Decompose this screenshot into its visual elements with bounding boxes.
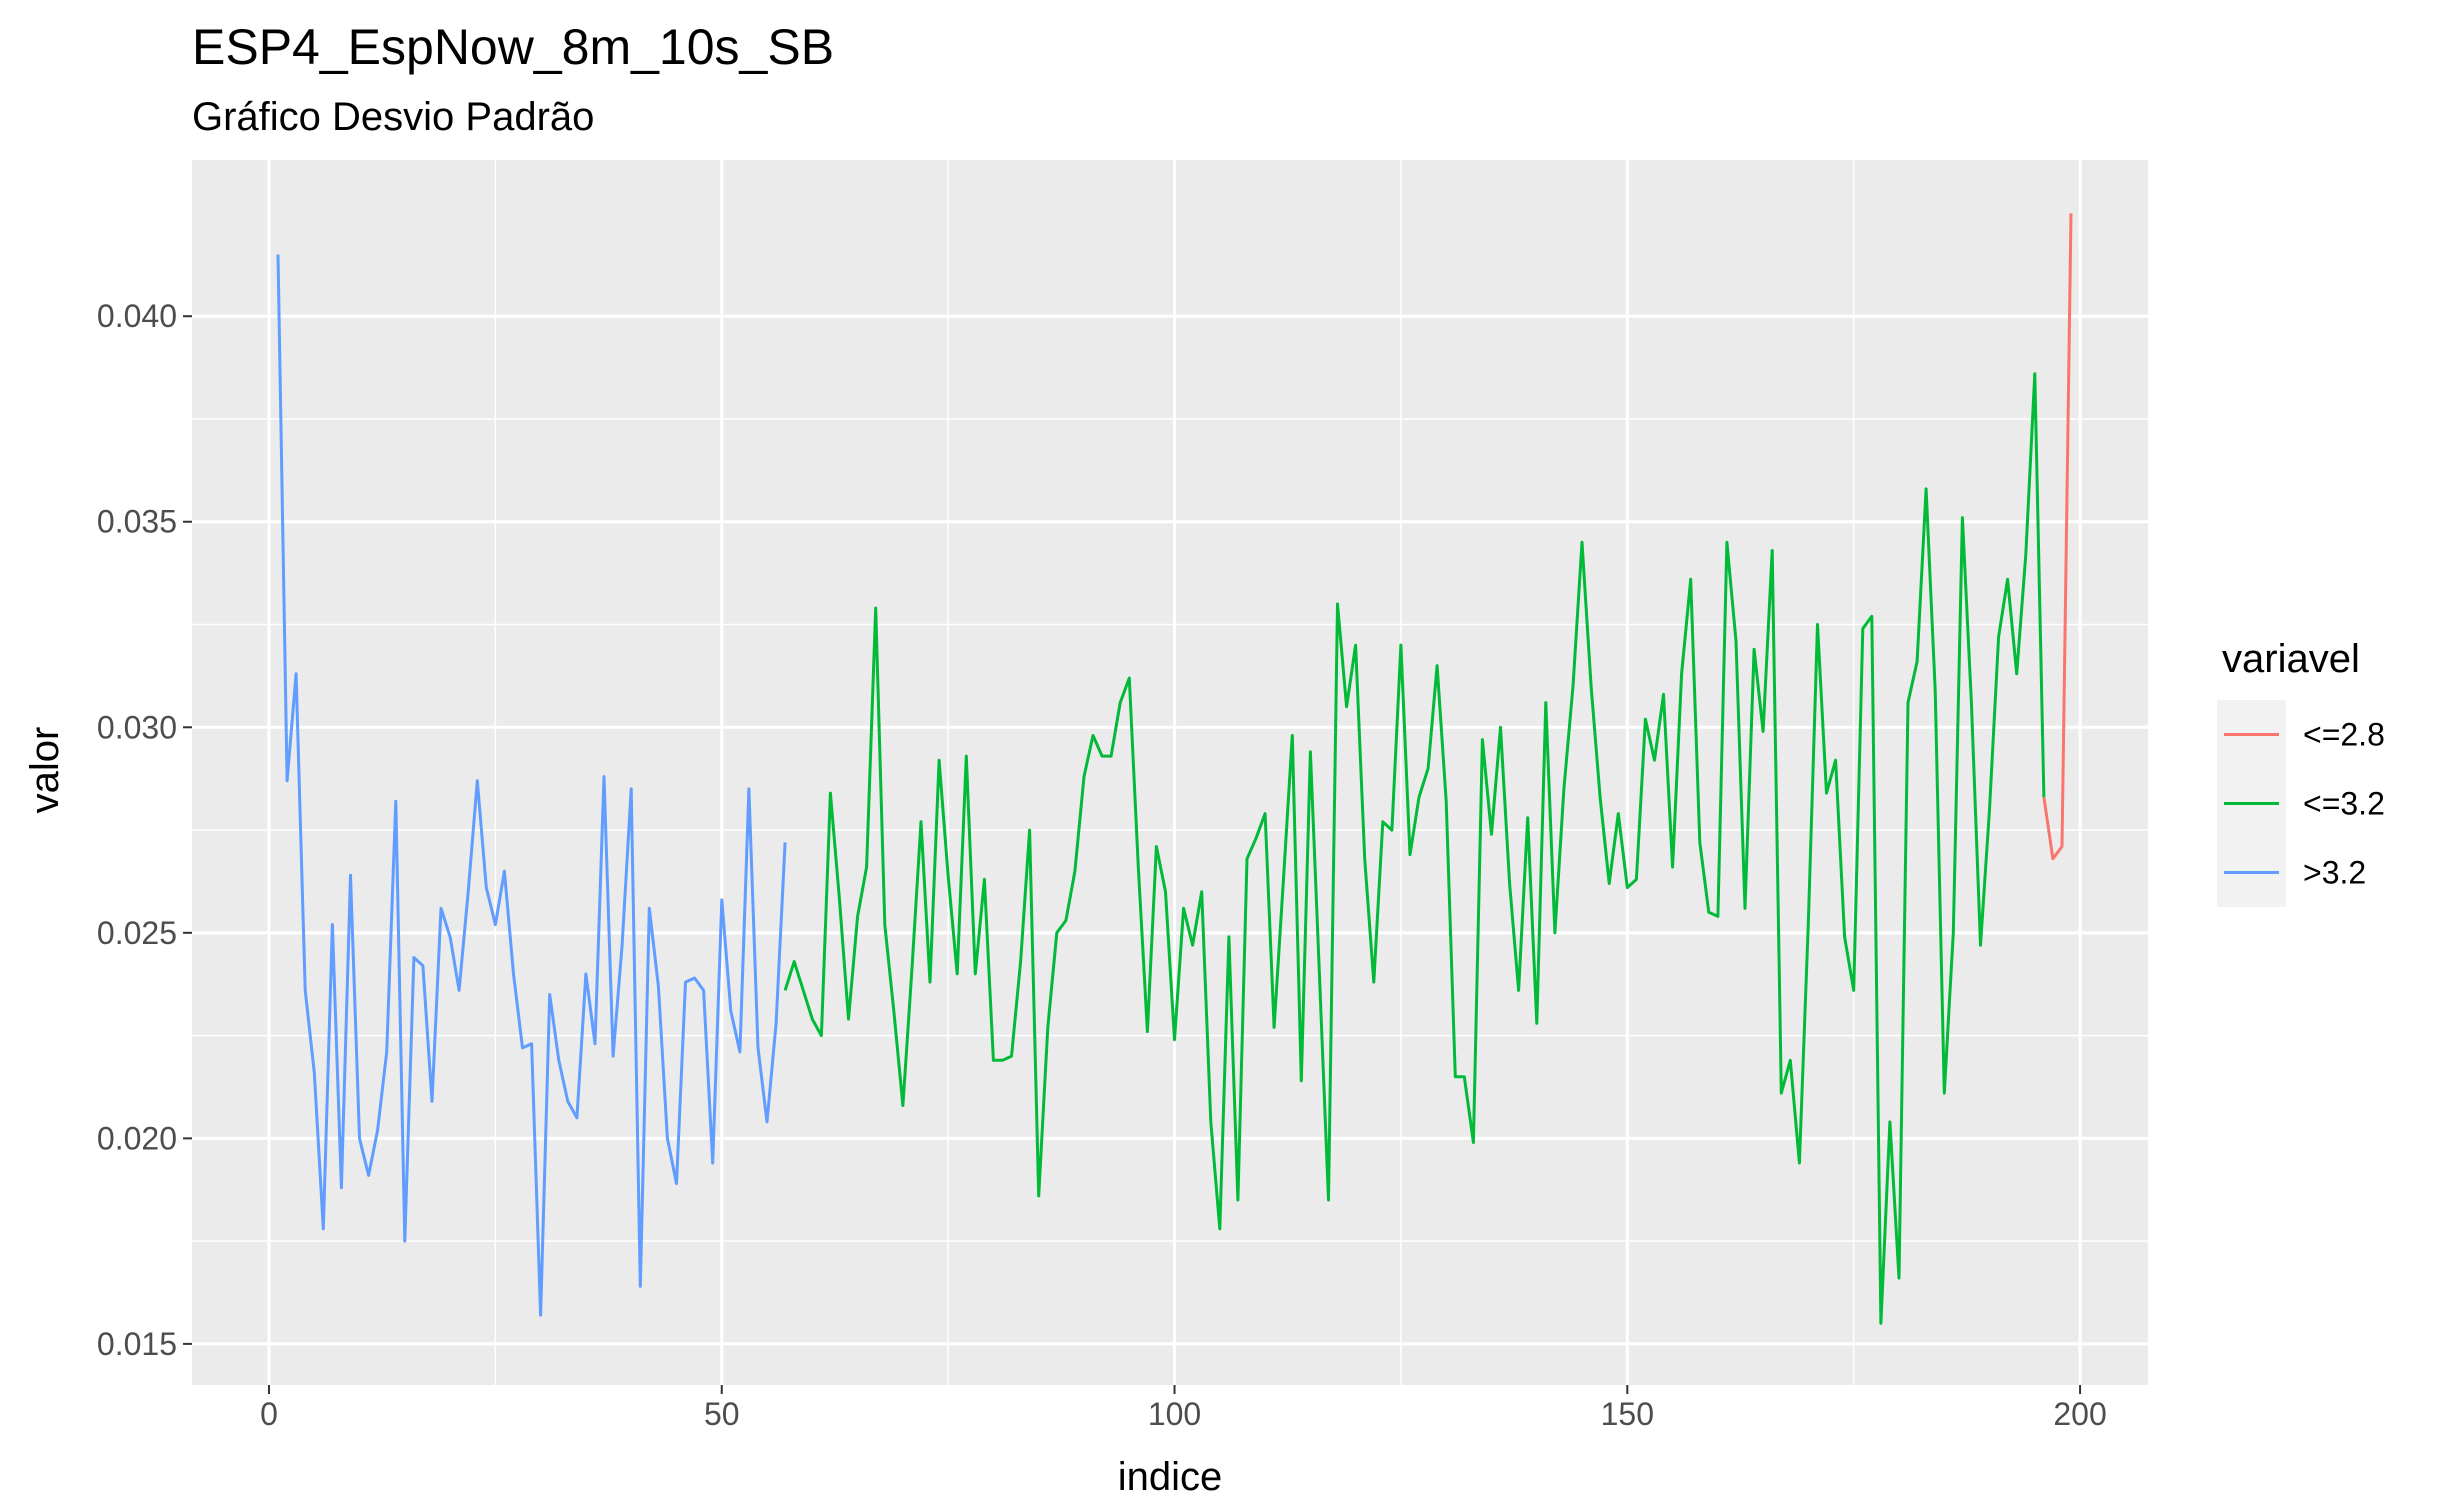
legend-items: <=2.8 <=3.2 >3.2 [2217,700,2385,907]
y-tick-label: 0.015 [97,1326,177,1362]
y-axis-title: valor [23,727,67,814]
x-axis-title: indice [1118,1455,1223,1499]
y-tick-label: 0.020 [97,1120,177,1156]
y-tick-label: 0.040 [97,298,177,334]
x-tick-label: 100 [1148,1396,1201,1432]
series-line [276,254,787,1317]
y-tick-label: 0.035 [97,504,177,540]
chart-subtitle: Gráfico Desvio Padrão [192,95,594,139]
legend-label: >3.2 [2303,855,2366,891]
series-layer [276,213,2073,1325]
grid-minor [192,160,2148,1385]
series-line [2042,213,2073,861]
x-tick-labels: 0 50 100 150 200 [260,1396,2107,1432]
x-tick-label: 150 [1601,1396,1654,1432]
chart-title: ESP4_EspNow_8m_10s_SB [192,19,834,75]
y-tick-label: 0.025 [97,915,177,951]
axis-ticks [183,315,2082,1394]
y-tick-labels: 0.015 0.020 0.025 0.030 0.035 0.040 [97,298,177,1362]
x-tick-label: 50 [704,1396,740,1432]
legend: variavel <=2.8 <=3.2 >3.2 [2217,637,2385,907]
y-tick-label: 0.030 [97,709,177,745]
legend-title: variavel [2222,637,2360,681]
x-tick-label: 200 [2053,1396,2106,1432]
series-line [783,372,2046,1325]
x-tick-label: 0 [260,1396,278,1432]
grid-major [192,160,2148,1385]
legend-label: <=2.8 [2303,717,2385,753]
legend-label: <=3.2 [2303,786,2385,822]
plot-panel [192,160,2148,1385]
